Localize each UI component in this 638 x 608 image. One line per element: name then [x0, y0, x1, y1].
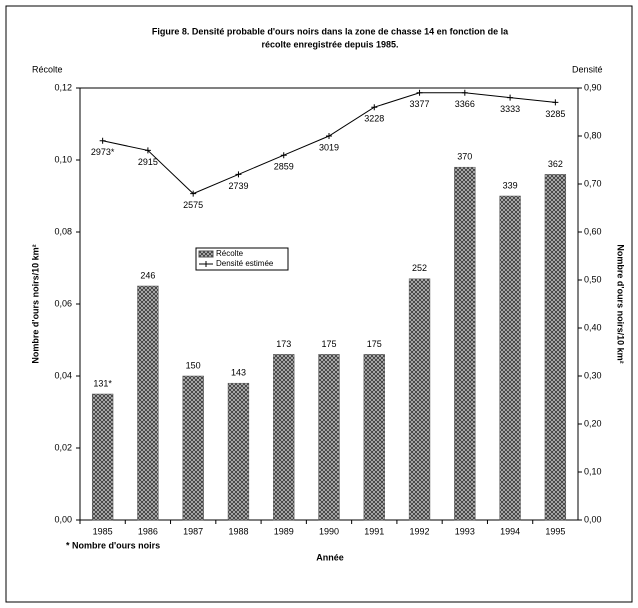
point: [99, 137, 106, 144]
y2-tick-label: 0,40: [584, 322, 602, 332]
x-tick-label: 1987: [183, 526, 203, 536]
y-axis-top-label: Récolte: [32, 64, 63, 74]
bar: [227, 382, 250, 521]
y-tick-label: 0,10: [54, 154, 72, 164]
point-label: 2575: [183, 200, 203, 210]
bar-label: 370: [457, 152, 472, 162]
bar-label: 246: [140, 270, 155, 280]
y2-axis-top-label: Densité: [572, 64, 603, 74]
bar: [408, 278, 431, 521]
bar-label: 173: [276, 339, 291, 349]
y-tick-label: 0,06: [54, 298, 72, 308]
bar: [499, 195, 521, 521]
point: [235, 171, 242, 178]
chart-title: Figure 8. Densité probable d'ours noirs …: [152, 26, 509, 36]
bar-label: 131*: [93, 378, 112, 388]
point: [190, 190, 197, 197]
x-tick-label: 1985: [93, 526, 113, 536]
x-tick-label: 1993: [455, 526, 475, 536]
legend-swatch: [203, 261, 209, 267]
x-tick-label: 1989: [274, 526, 294, 536]
point: [280, 152, 287, 159]
chart-title: récolte enregistrée depuis 1985.: [261, 39, 398, 49]
y2-tick-label: 0,50: [584, 274, 602, 284]
legend-box: [195, 247, 289, 271]
point-label: 3019: [319, 142, 339, 152]
point-label: 2915: [138, 157, 158, 167]
x-tick-label: 1988: [228, 526, 248, 536]
legend-label: Densité estimée: [216, 259, 274, 268]
legend-swatch: [198, 250, 214, 258]
frame: [5, 5, 633, 603]
bar: [91, 393, 114, 521]
y-tick-label: 0,02: [54, 442, 72, 452]
y2-tick-label: 0,20: [584, 418, 602, 428]
y2-tick-label: 0,70: [584, 178, 602, 188]
y-tick-label: 0,08: [54, 226, 72, 236]
point-label: 2859: [274, 162, 294, 172]
point: [326, 133, 332, 139]
x-tick-label: 1991: [364, 526, 384, 536]
bar-label: 252: [412, 263, 427, 273]
y-tick-label: 0,04: [54, 370, 72, 380]
point-label: 2739: [228, 181, 248, 191]
footnote: * Nombre d'ours noirs: [66, 540, 160, 550]
point: [144, 147, 151, 154]
point-label: 3377: [410, 99, 430, 109]
bar: [363, 354, 385, 521]
y-axis-label: Nombre d'ours noirs/10 km²: [30, 244, 40, 363]
legend-label: Récolte: [216, 249, 244, 258]
y2-tick-label: 0,10: [584, 466, 602, 476]
bar-label: 150: [186, 360, 201, 370]
y-tick-label: 0,12: [54, 82, 72, 92]
point: [552, 99, 559, 106]
y2-tick-label: 0,30: [584, 370, 602, 380]
x-axis-label: Année: [316, 552, 344, 562]
x-tick-label: 1992: [410, 526, 430, 536]
point-label: 3333: [500, 104, 520, 114]
bar-label: 339: [503, 180, 518, 190]
bar: [273, 354, 295, 521]
bar-label: 143: [231, 368, 246, 378]
y2-tick-label: 0,80: [584, 130, 602, 140]
bar-label: 175: [367, 339, 382, 349]
point-label: 3285: [545, 109, 565, 119]
y2-tick-label: 0,60: [584, 226, 602, 236]
bar: [182, 375, 204, 521]
x-tick-label: 1986: [138, 526, 158, 536]
x-tick-label: 1995: [545, 526, 565, 536]
y-tick-label: 0,00: [54, 514, 72, 524]
point-label: 2973*: [91, 147, 115, 157]
x-tick-label: 1990: [319, 526, 339, 536]
bar: [454, 166, 476, 521]
bar: [544, 174, 567, 521]
point: [416, 89, 423, 96]
y2-tick-label: 0,90: [584, 82, 602, 92]
bar: [318, 354, 340, 521]
x-tick-label: 1994: [500, 526, 520, 536]
bar-label: 175: [321, 339, 336, 349]
bar-label: 362: [548, 159, 563, 169]
point: [507, 94, 514, 101]
point-label: 3366: [455, 99, 475, 109]
y2-axis-label: Nombre d'ours noirs/10 km²: [616, 244, 626, 363]
bar: [137, 285, 159, 521]
point: [461, 89, 468, 96]
y2-tick-label: 0,00: [584, 514, 602, 524]
point-label: 3228: [364, 114, 384, 124]
point: [371, 104, 378, 111]
